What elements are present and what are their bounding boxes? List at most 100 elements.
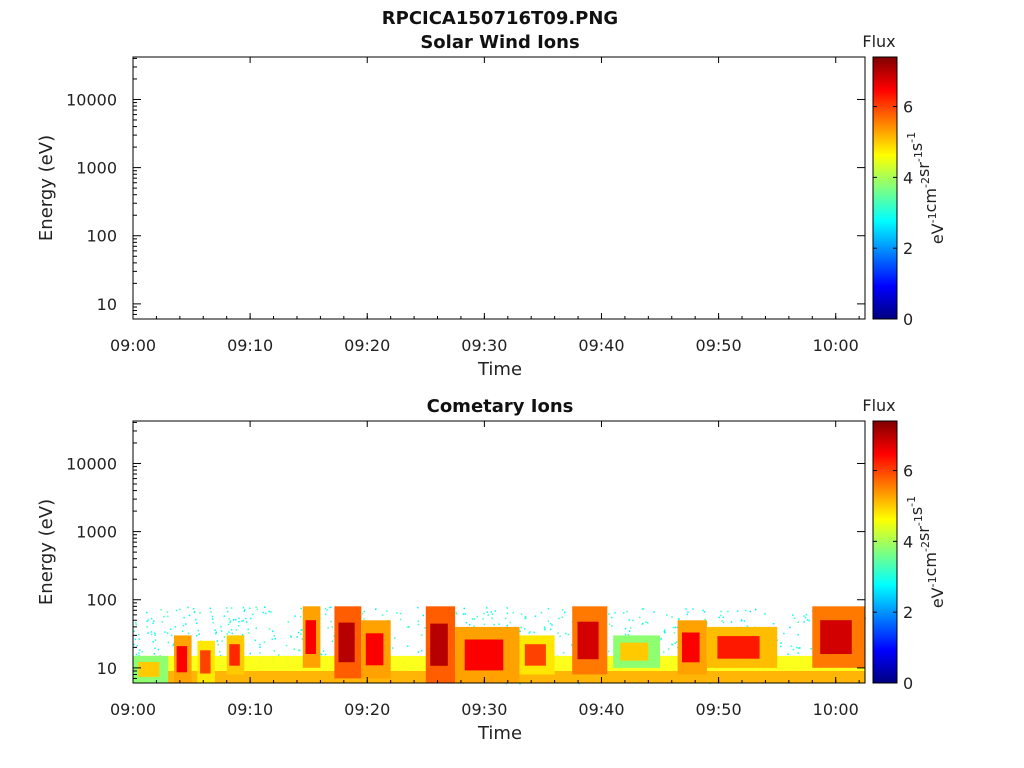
flux-speckle [255,606,257,609]
flux-speckle [166,611,169,613]
flux-speckle [285,644,288,647]
flux-speckle [417,620,420,622]
solar-wind-panel: Solar Wind Ions 09:00 09:10 09:20 09:30 09:4… [36,32,947,380]
flux-speckle [182,624,185,627]
flux-speckle [209,607,211,610]
flux-speckle [703,611,706,613]
flux-speckle [803,615,805,617]
flux-speckle [805,613,808,616]
flux-speckle [627,634,630,636]
flux-speckle [391,647,394,649]
flux-speckle [183,616,185,619]
flux-speckle [233,619,235,621]
flux-speckle [157,648,160,651]
flux-speckle [797,633,799,636]
flux-speckle [322,650,325,652]
flux-speckle [509,621,511,624]
flux-band-core [430,623,448,666]
flux-speckle [730,621,733,623]
flux-speckle [675,641,678,643]
flux-speckle [408,626,410,628]
solar-wind-title: Solar Wind Ions [420,32,579,53]
flux-speckle [214,629,216,631]
colorbar-gradient [872,420,898,684]
flux-speckle [549,622,552,625]
flux-speckle [808,619,811,622]
flux-speckle [324,653,327,656]
flux-speckle [244,608,246,611]
colorbar-tick-label: 0 [903,310,913,329]
flux-speckle [297,631,300,634]
flux-speckle [299,615,302,618]
flux-speckle [252,613,254,616]
flux-band-core [305,620,316,654]
flux-speckle [561,616,563,618]
colorbar-tick-label: 6 [903,98,913,117]
y-tick-label: 10000 [66,90,117,109]
unit-base: eV [928,223,947,244]
flux-speckle [506,612,509,614]
unit-exponent: -1 [912,151,925,162]
flux-speckle [578,682,580,685]
flux-speckle [211,618,214,620]
unit-base: sr [914,526,933,541]
flux-speckle [150,617,153,620]
flux-speckle [520,613,523,615]
x-tick-label: 09:50 [696,336,742,355]
flux-speckle [230,629,233,631]
colorbar-unit-label: eV-1cm-2sr-1s-1 [905,496,947,608]
flux-speckle [146,611,148,614]
flux-speckle [704,618,706,621]
flux-speckle [175,609,178,612]
flux-speckle [265,612,267,615]
flux-speckle [417,651,420,653]
flux-speckle [193,610,196,613]
flux-speckle [520,626,522,629]
y-tick-label: 100 [86,227,117,246]
flux-speckle [455,612,457,614]
flux-speckle [241,634,244,636]
flux-speckle [744,609,747,612]
cometary-x-label: Time [477,723,522,744]
cometary-y-ticks: 10 100 1000 10000 [66,421,865,684]
flux-band-core [176,646,188,673]
flux-speckle [229,621,231,624]
flux-speckle [558,617,560,620]
colorbar-tick-label: 4 [903,168,913,187]
x-tick-label: 09:50 [696,700,742,719]
cometary-heatmap [133,606,867,685]
unit-base: s [907,143,926,151]
flux-band-core [138,662,160,677]
flux-speckle [544,629,546,631]
flux-speckle [676,626,679,629]
flux-speckle [720,610,722,613]
flux-speckle [407,626,409,628]
flux-speckle [524,615,527,618]
flux-speckle [272,630,274,632]
flux-speckle [749,610,751,613]
flux-speckle [473,618,476,620]
flux-speckle [245,617,247,620]
flux-band-core [620,642,649,661]
flux-speckle [138,633,140,636]
flux-speckle [490,611,492,613]
flux-speckle [242,606,245,609]
flux-speckle [211,615,214,618]
flux-speckle [179,608,181,611]
flux-speckle [287,621,290,623]
flux-speckle [298,649,301,652]
flux-speckle [653,611,655,613]
flux-speckle [787,653,789,655]
flux-speckle [243,610,245,612]
flux-speckle [462,613,465,615]
flux-speckle [743,620,746,622]
flux-speckle [230,607,233,609]
flux-speckle [238,617,240,620]
flux-speckle [564,611,566,614]
y-tick-label: 10 [97,295,117,314]
flux-speckle [702,609,704,612]
flux-speckle [188,614,191,617]
flux-speckle [764,613,766,615]
flux-speckle [271,638,273,640]
